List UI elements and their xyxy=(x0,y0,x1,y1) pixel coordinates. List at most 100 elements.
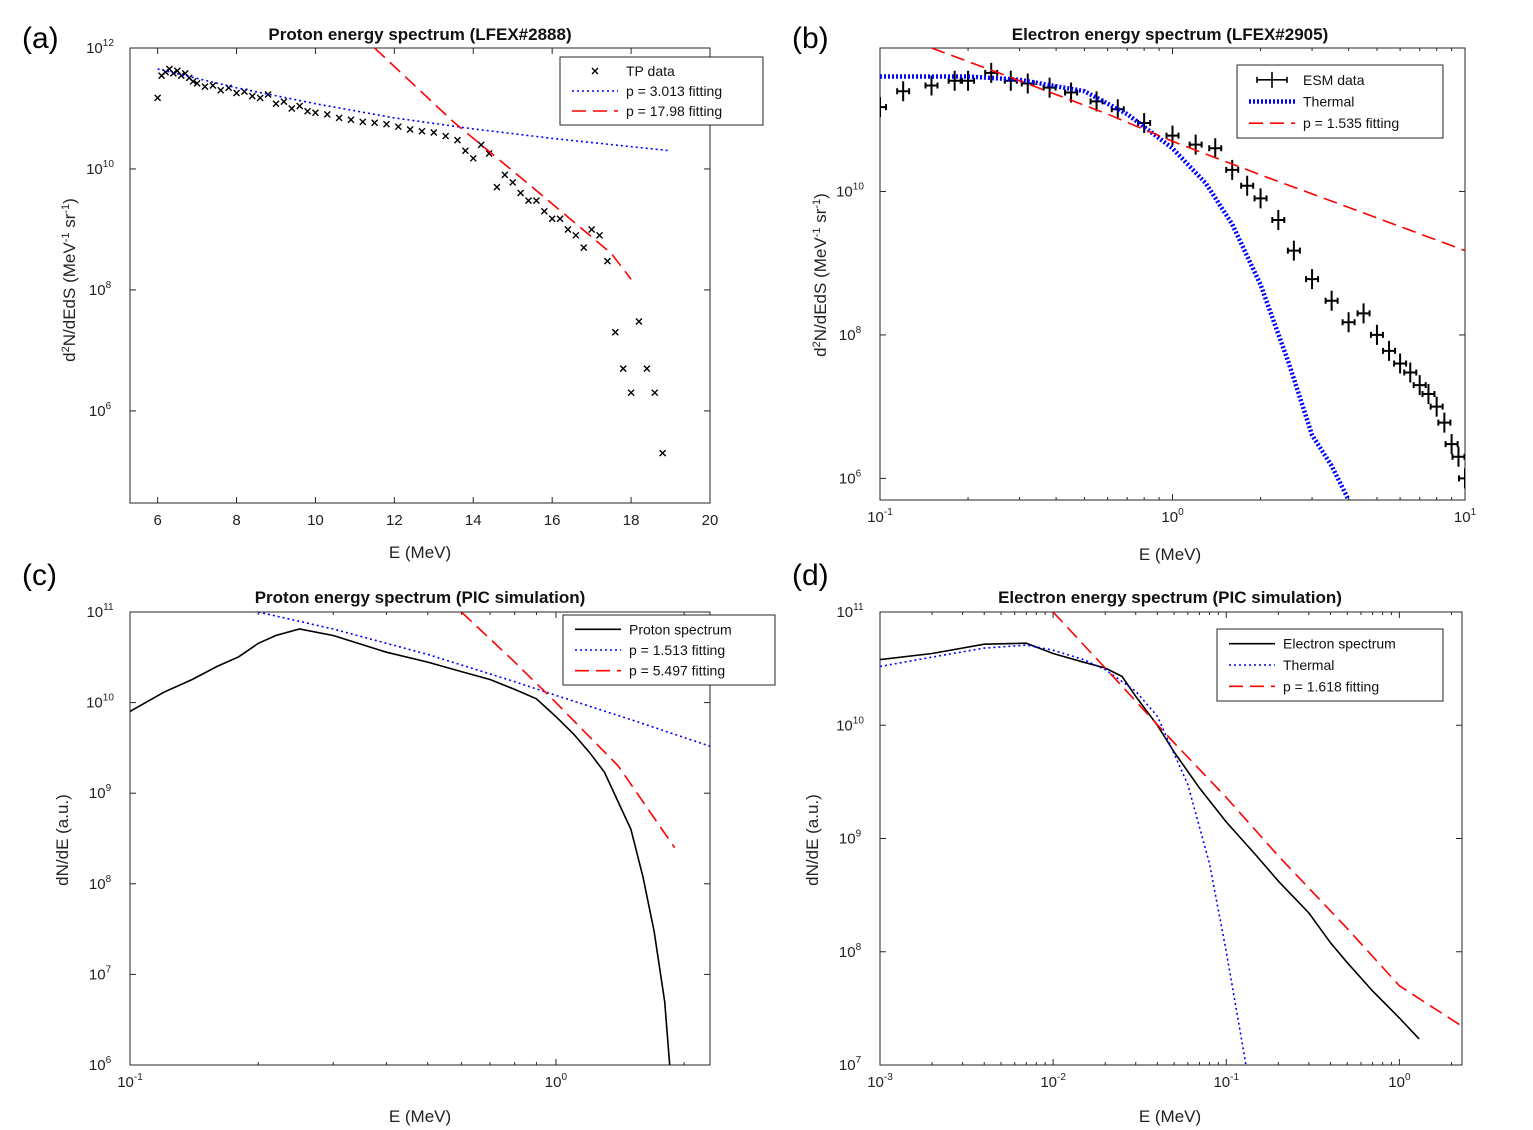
data-point-a xyxy=(603,257,611,265)
data-point-a xyxy=(619,365,627,373)
y-tick-label-b: 1010 xyxy=(836,181,864,200)
legend-label-c: Proton spectrum xyxy=(629,621,732,637)
data-point-a xyxy=(177,72,185,80)
data-point-a xyxy=(304,107,312,115)
x-tick-label-d: 10-1 xyxy=(1213,1072,1239,1091)
y-tick-label-c: 1011 xyxy=(86,602,114,621)
series-group-b xyxy=(880,48,1465,500)
legend-label-a: p = 17.98 fitting xyxy=(626,103,722,119)
panel-label-b: (b) xyxy=(792,22,829,55)
legend-label-b: p = 1.535 fitting xyxy=(1303,115,1399,131)
data-point-a xyxy=(485,150,493,158)
series-line-p-1-535-fitting-b xyxy=(931,48,1465,252)
data-point-a xyxy=(296,102,304,110)
error-bar-b xyxy=(1444,434,1459,455)
y-tick-label-c: 106 xyxy=(89,1055,112,1074)
error-bar-b xyxy=(1369,324,1384,345)
data-point-a xyxy=(264,91,272,99)
data-point-a xyxy=(627,389,635,397)
y-axis-label-d: dN/dE (a.u.) xyxy=(803,794,822,886)
chart-title-d: Electron energy spectrum (PIC simulation… xyxy=(998,588,1342,607)
x-tick-label-c: 10-1 xyxy=(117,1072,143,1091)
y-tick-label-d: 1011 xyxy=(836,602,864,621)
error-bar-b xyxy=(1240,175,1255,196)
y-tick-label-d: 109 xyxy=(839,829,862,848)
error-bar-b xyxy=(880,97,887,118)
data-point-a xyxy=(248,92,256,100)
y-tick-label-c: 109 xyxy=(89,783,112,802)
plot-area-b: 10-1 100 101 106 108 1010 xyxy=(836,47,1477,526)
error-bar-b xyxy=(1458,468,1465,489)
data-point-a xyxy=(347,116,355,124)
plot-area-d: 10-3 10-2 10-1 100 107 108 109 1010 1011 xyxy=(836,602,1463,1091)
chart-title-c: Proton energy spectrum (PIC simulation) xyxy=(255,588,586,607)
data-point-a xyxy=(596,231,604,239)
legend-label-a: TP data xyxy=(626,63,675,79)
y-tick-label-a: 106 xyxy=(89,401,112,420)
data-point-a xyxy=(272,100,280,108)
legend-label-b: Thermal xyxy=(1303,94,1354,110)
data-point-a xyxy=(406,125,414,133)
data-point-a xyxy=(453,136,461,144)
error-bar-b xyxy=(1429,396,1444,417)
legend-label-c: p = 1.513 fitting xyxy=(629,642,725,658)
series-line-thermal-d xyxy=(880,644,1247,1065)
data-point-a xyxy=(201,83,209,91)
y-tick-label-c: 108 xyxy=(89,874,112,893)
data-point-a xyxy=(540,207,548,215)
y-tick-label-c: 107 xyxy=(89,964,112,983)
x-axis-label-b: E (MeV) xyxy=(1139,545,1201,564)
data-point-a xyxy=(311,109,319,117)
data-point-a xyxy=(564,225,572,233)
data-point-a xyxy=(280,98,288,106)
panel-label-a: (a) xyxy=(22,22,59,55)
x-tick-label-c: 100 xyxy=(545,1072,568,1091)
data-point-a xyxy=(611,328,619,336)
data-point-a xyxy=(532,197,540,205)
y-axis-label-b: d2N/dEdS (MeV-1 sr-1) xyxy=(811,193,830,357)
series-line-proton-spectrum-c xyxy=(130,628,671,1065)
data-point-a xyxy=(382,120,390,128)
error-bar-b xyxy=(1393,353,1408,374)
x-axis-label-c: E (MeV) xyxy=(389,1107,451,1126)
error-bar-b xyxy=(1003,70,1018,91)
y-tick-label-a: 1010 xyxy=(86,159,114,178)
error-bar-b xyxy=(924,75,939,96)
x-tick-label-a: 18 xyxy=(623,512,640,529)
data-point-a xyxy=(525,197,532,205)
error-bar-b xyxy=(1225,159,1240,180)
panel-d: (d) Electron energy spectrum (PIC simula… xyxy=(792,559,1463,1126)
data-point-a xyxy=(233,89,241,97)
error-bar-b xyxy=(1305,269,1320,290)
data-point-a xyxy=(501,171,509,179)
data-point-a xyxy=(659,449,667,457)
x-axis-label-d: E (MeV) xyxy=(1139,1107,1201,1126)
data-point-a xyxy=(651,389,659,397)
x-tick-label-a: 8 xyxy=(232,512,240,529)
error-bar-b xyxy=(1421,384,1436,405)
error-bar-b xyxy=(1382,340,1397,361)
series-line-thermal-b xyxy=(880,74,1351,500)
legend-box-c xyxy=(562,614,776,686)
panel-b: (b) Electron energy spectrum (LFEX#2905)… xyxy=(792,22,1477,564)
legend-label-a: p = 3.013 fitting xyxy=(626,83,722,99)
data-point-a xyxy=(442,132,450,140)
chart-title-b: Electron energy spectrum (LFEX#2905) xyxy=(1012,25,1329,44)
data-point-a xyxy=(556,215,564,223)
x-tick-label-d: 100 xyxy=(1388,1072,1411,1091)
error-bar-b xyxy=(1286,240,1301,261)
data-point-a xyxy=(509,178,517,186)
legend-label-b: ESM data xyxy=(1303,72,1365,88)
x-tick-label-a: 12 xyxy=(386,512,403,529)
series-line-p-5-497-fitting-c xyxy=(460,612,676,849)
data-point-a xyxy=(493,183,501,191)
series-line-p-3-013-fitting-a xyxy=(157,68,671,152)
x-tick-label-a: 14 xyxy=(465,512,482,529)
data-point-a xyxy=(359,118,367,126)
data-point-a xyxy=(430,129,438,137)
series-group-a xyxy=(154,48,671,457)
data-point-a xyxy=(580,244,588,252)
series-line-electron-spectrum-d xyxy=(880,642,1420,1040)
x-tick-label-a: 10 xyxy=(307,512,324,529)
